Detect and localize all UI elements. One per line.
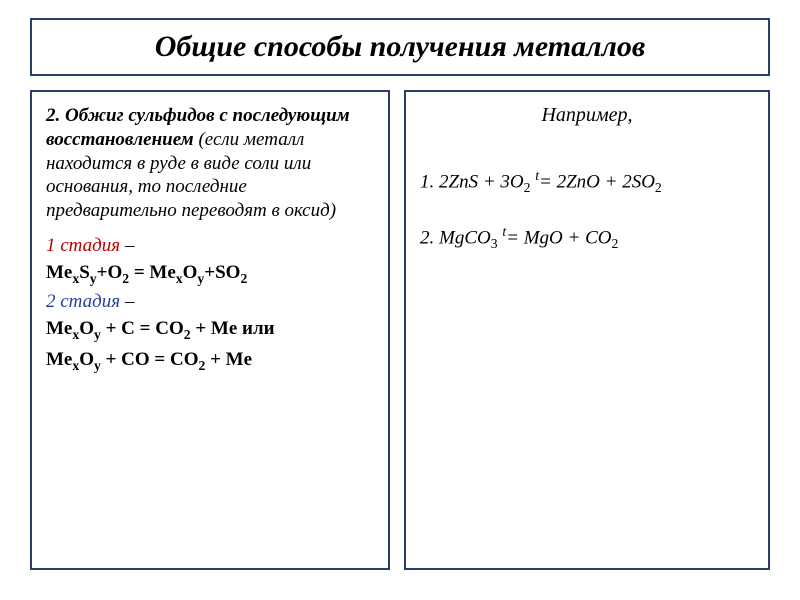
- equation-1: MexSy+O2 = MexOy+SO2: [46, 260, 374, 288]
- columns: 2. Обжиг сульфидов с последующим восстан…: [30, 90, 770, 570]
- reaction-1: 1. 2ZnS + 3O2 t= 2ZnO + 2SO2: [420, 167, 754, 197]
- stage2-dash: –: [120, 291, 134, 312]
- lead-paragraph: 2. Обжиг сульфидов с последующим восстан…: [46, 104, 374, 223]
- stage-2-block: 2 стадия – MexOy + C = CO2 + Me или MexO…: [46, 289, 374, 375]
- left-column: 2. Обжиг сульфидов с последующим восстан…: [30, 90, 390, 570]
- reaction-2: 2. MgCO3 t= MgO + CO2: [420, 223, 754, 253]
- equation-2a: MexOy + C = CO2 + Me или: [46, 316, 374, 344]
- title-box: Общие способы получения металлов: [30, 18, 770, 76]
- stage2-label: 2 стадия: [46, 291, 120, 312]
- right-column: Например, 1. 2ZnS + 3O2 t= 2ZnO + 2SO2 2…: [404, 90, 770, 570]
- page-title: Общие способы получения металлов: [52, 30, 748, 64]
- stage1-dash: –: [120, 235, 134, 256]
- stage1-label: 1 стадия: [46, 235, 120, 256]
- stage-1-block: 1 стадия – MexSy+O2 = MexOy+SO2: [46, 233, 374, 289]
- equation-2b: MexOy + CO = CO2 + Me: [46, 347, 374, 375]
- example-header: Например,: [420, 104, 754, 127]
